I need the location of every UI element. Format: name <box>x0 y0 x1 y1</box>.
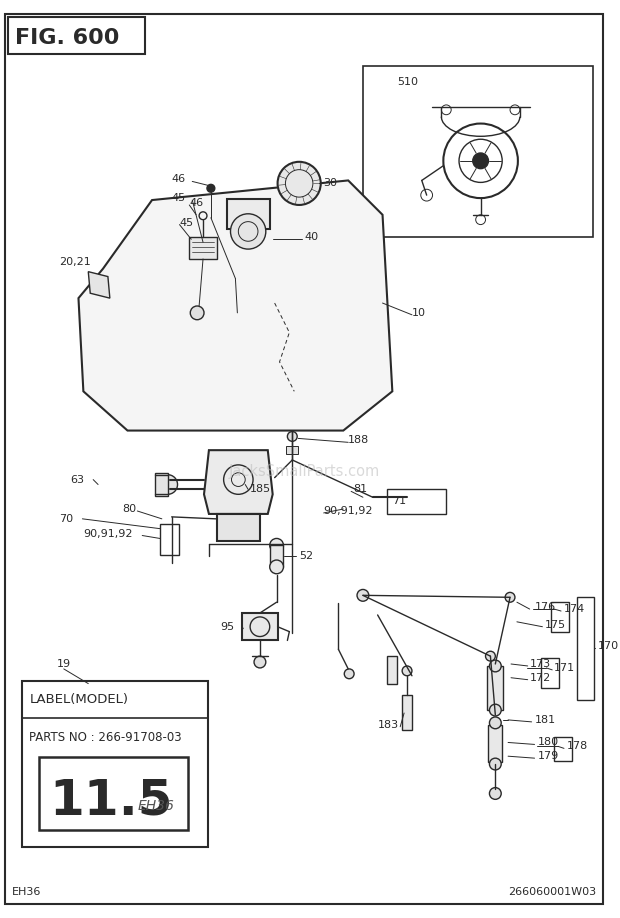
Text: 173: 173 <box>529 659 551 669</box>
Text: 40: 40 <box>304 232 318 242</box>
Text: 70: 70 <box>59 514 73 524</box>
Circle shape <box>473 153 489 169</box>
Circle shape <box>158 475 177 494</box>
Text: 266060001W03: 266060001W03 <box>508 887 596 897</box>
Text: PARTS NO : 266-91708-03: PARTS NO : 266-91708-03 <box>29 731 182 744</box>
Circle shape <box>485 651 495 661</box>
Circle shape <box>489 660 501 672</box>
Circle shape <box>254 656 266 668</box>
Bar <box>487 666 503 711</box>
Bar <box>226 199 270 229</box>
Bar <box>242 613 278 641</box>
Bar <box>217 514 260 542</box>
Text: 172: 172 <box>529 673 551 683</box>
Text: 10: 10 <box>412 308 426 318</box>
Bar <box>39 757 188 830</box>
Bar <box>577 598 595 700</box>
Circle shape <box>190 306 204 319</box>
Circle shape <box>489 717 501 729</box>
Bar <box>551 602 569 632</box>
Circle shape <box>344 669 354 678</box>
Bar <box>155 473 168 497</box>
Text: 30: 30 <box>324 178 338 188</box>
Bar <box>402 695 412 730</box>
Text: 46: 46 <box>172 174 186 185</box>
Bar <box>363 66 593 238</box>
Text: 188: 188 <box>348 435 370 445</box>
Text: 95: 95 <box>221 621 235 632</box>
Text: 52: 52 <box>299 551 313 561</box>
Text: 81: 81 <box>353 485 367 495</box>
Polygon shape <box>88 272 110 298</box>
Text: FIG. 600: FIG. 600 <box>15 28 119 49</box>
Text: EH36: EH36 <box>137 800 174 813</box>
Polygon shape <box>204 450 273 514</box>
Text: 174: 174 <box>564 604 585 614</box>
Text: 90,91,92: 90,91,92 <box>324 506 373 516</box>
Text: JacksSmallParts.com: JacksSmallParts.com <box>228 465 379 479</box>
Bar <box>286 446 298 454</box>
Text: LABEL(MODEL): LABEL(MODEL) <box>29 693 128 706</box>
Text: 510: 510 <box>397 77 419 87</box>
Polygon shape <box>79 181 392 431</box>
Text: 80: 80 <box>123 504 137 514</box>
Circle shape <box>207 185 215 192</box>
Bar <box>554 736 572 761</box>
Text: 45: 45 <box>180 218 193 228</box>
Text: 178: 178 <box>567 742 588 752</box>
Text: 46: 46 <box>189 198 203 208</box>
Bar <box>270 545 283 567</box>
Text: EH36: EH36 <box>12 887 41 897</box>
Circle shape <box>357 589 369 601</box>
Circle shape <box>231 214 266 249</box>
Bar <box>388 656 397 684</box>
Circle shape <box>402 666 412 676</box>
Text: 71: 71 <box>392 496 407 506</box>
Text: 181: 181 <box>534 715 556 725</box>
Text: 180: 180 <box>538 737 559 747</box>
Circle shape <box>288 431 297 442</box>
Bar <box>541 658 559 688</box>
Text: 176: 176 <box>534 602 556 612</box>
Bar <box>8 17 145 54</box>
Text: 11.5: 11.5 <box>49 777 172 824</box>
Text: 170: 170 <box>598 642 619 652</box>
Circle shape <box>270 539 283 553</box>
Bar <box>388 489 446 514</box>
Text: 171: 171 <box>554 663 575 673</box>
Bar <box>160 524 180 555</box>
Bar <box>22 680 208 847</box>
Circle shape <box>270 560 283 574</box>
Text: 183: 183 <box>378 720 399 730</box>
Text: 90,91,92: 90,91,92 <box>83 529 133 539</box>
Bar <box>189 238 217 259</box>
Text: 175: 175 <box>544 620 565 630</box>
Circle shape <box>505 592 515 602</box>
Text: 19: 19 <box>57 659 71 669</box>
Text: 45: 45 <box>172 193 186 203</box>
Bar <box>489 725 502 762</box>
Text: 179: 179 <box>538 751 559 761</box>
Text: 20,21: 20,21 <box>59 257 91 267</box>
Circle shape <box>489 758 501 770</box>
Circle shape <box>278 162 321 205</box>
Text: 185: 185 <box>250 485 271 495</box>
Text: 63: 63 <box>71 475 84 485</box>
Circle shape <box>489 788 501 800</box>
Circle shape <box>489 704 501 716</box>
